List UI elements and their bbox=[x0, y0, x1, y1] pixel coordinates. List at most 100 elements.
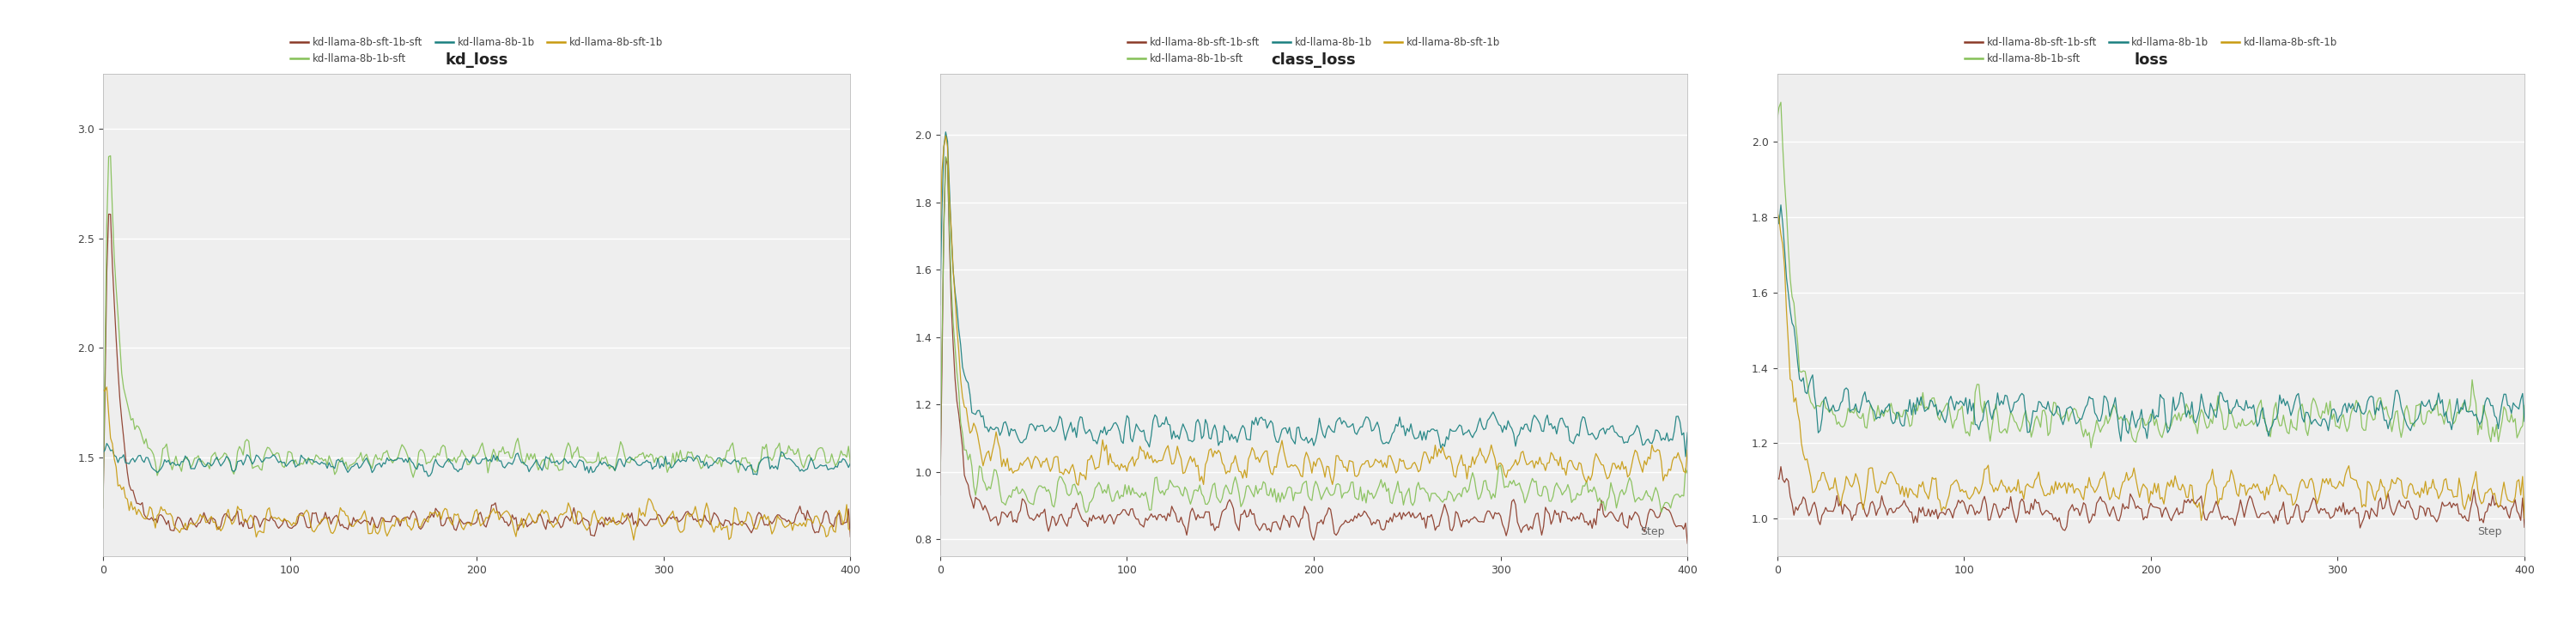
kd-llama-8b-1b bbox=[1301, 428, 1332, 435]
kd-llama-8b-sft-1b bbox=[358, 520, 389, 528]
kd-llama-8b-sft-1b bbox=[2187, 517, 2218, 524]
kd-llama-8b-sft-1b-sft bbox=[358, 518, 389, 525]
kd-llama-8b-sft-1b-sft bbox=[1404, 512, 1435, 519]
kd-llama-8b-1b-sft bbox=[2241, 405, 2272, 413]
kd-llama-8b-sft-1b bbox=[466, 522, 497, 530]
kd-llama-8b-1b-sft bbox=[466, 443, 497, 451]
kd-llama-8b-1b-sft bbox=[1765, 98, 1795, 106]
kd-llama-8b-sft-1b bbox=[1860, 477, 1891, 485]
Text: Step: Step bbox=[2478, 526, 2501, 537]
kd-llama-8b-sft-1b bbox=[835, 527, 866, 535]
Line: kd-llama-8b-1b-sft: kd-llama-8b-1b-sft bbox=[1777, 102, 2524, 448]
kd-llama-8b-1b-sft bbox=[2313, 411, 2344, 418]
Legend: kd-llama-8b-sft-1b-sft, kd-llama-8b-1b-sft, kd-llama-8b-1b, kd-llama-8b-sft-1b: kd-llama-8b-sft-1b-sft, kd-llama-8b-1b-s… bbox=[1128, 37, 1499, 64]
kd-llama-8b-1b-sft bbox=[2174, 415, 2205, 422]
kd-llama-8b-sft-1b-sft bbox=[2050, 527, 2081, 534]
kd-llama-8b-1b bbox=[2313, 427, 2344, 434]
kd-llama-8b-sft-1b-sft bbox=[1765, 463, 1795, 470]
kd-llama-8b-1b-sft bbox=[1404, 486, 1435, 493]
Line: kd-llama-8b-sft-1b: kd-llama-8b-sft-1b bbox=[940, 136, 1687, 485]
kd-llama-8b-1b-sft bbox=[2141, 415, 2172, 423]
kd-llama-8b-sft-1b bbox=[618, 536, 649, 544]
kd-llama-8b-sft-1b-sft bbox=[1023, 514, 1054, 521]
kd-llama-8b-1b-sft bbox=[88, 505, 118, 512]
Title: kd_loss: kd_loss bbox=[446, 53, 507, 68]
kd-llama-8b-1b-sft bbox=[835, 460, 866, 468]
Line: kd-llama-8b-sft-1b: kd-llama-8b-sft-1b bbox=[1777, 211, 2524, 520]
kd-llama-8b-1b bbox=[2105, 438, 2136, 445]
kd-llama-8b-sft-1b-sft bbox=[466, 509, 497, 516]
kd-llama-8b-1b bbox=[412, 473, 443, 480]
kd-llama-8b-sft-1b-sft bbox=[93, 210, 124, 218]
kd-llama-8b-sft-1b-sft bbox=[2174, 499, 2205, 507]
kd-llama-8b-1b bbox=[2241, 423, 2272, 430]
kd-llama-8b-sft-1b-sft bbox=[1473, 507, 1504, 515]
kd-llama-8b-1b bbox=[2141, 412, 2172, 419]
kd-llama-8b-sft-1b-sft bbox=[636, 516, 667, 523]
kd-llama-8b-sft-1b bbox=[1476, 441, 1507, 449]
kd-llama-8b-1b-sft bbox=[2076, 444, 2107, 452]
kd-llama-8b-1b-sft bbox=[1860, 413, 1891, 421]
kd-llama-8b-1b bbox=[90, 439, 121, 447]
kd-llama-8b-sft-1b-sft bbox=[2032, 507, 2063, 515]
Text: Step: Step bbox=[1641, 526, 1664, 537]
kd-llama-8b-1b-sft bbox=[1023, 482, 1054, 489]
kd-llama-8b-sft-1b-sft bbox=[925, 491, 956, 499]
kd-llama-8b-1b bbox=[1337, 422, 1368, 430]
kd-llama-8b-sft-1b bbox=[1404, 466, 1435, 473]
kd-llama-8b-1b-sft bbox=[2032, 432, 2063, 439]
kd-llama-8b-1b bbox=[185, 460, 216, 468]
Line: kd-llama-8b-sft-1b-sft: kd-llama-8b-sft-1b-sft bbox=[103, 214, 850, 537]
kd-llama-8b-1b bbox=[466, 455, 497, 463]
kd-llama-8b-sft-1b bbox=[2509, 515, 2540, 522]
Line: kd-llama-8b-sft-1b-sft: kd-llama-8b-sft-1b-sft bbox=[940, 158, 1687, 543]
kd-llama-8b-1b bbox=[2174, 410, 2205, 418]
kd-llama-8b-1b bbox=[2032, 398, 2063, 405]
kd-llama-8b-1b bbox=[639, 463, 670, 470]
kd-llama-8b-1b bbox=[1195, 435, 1226, 442]
kd-llama-8b-sft-1b-sft bbox=[2241, 514, 2272, 521]
kd-llama-8b-1b-sft bbox=[500, 447, 531, 455]
kd-llama-8b-1b-sft bbox=[1072, 509, 1103, 516]
kd-llama-8b-sft-1b bbox=[2311, 475, 2342, 482]
Line: kd-llama-8b-1b: kd-llama-8b-1b bbox=[103, 443, 850, 476]
kd-llama-8b-sft-1b bbox=[1023, 457, 1054, 465]
kd-llama-8b-sft-1b-sft bbox=[185, 514, 216, 522]
kd-llama-8b-sft-1b-sft bbox=[2141, 504, 2172, 511]
kd-llama-8b-1b bbox=[1023, 423, 1054, 430]
kd-llama-8b-1b bbox=[1860, 415, 1891, 423]
kd-llama-8b-sft-1b bbox=[2030, 492, 2061, 499]
kd-llama-8b-1b-sft bbox=[925, 465, 956, 473]
kd-llama-8b-1b-sft bbox=[1337, 478, 1368, 486]
kd-llama-8b-1b-sft bbox=[95, 152, 126, 159]
kd-llama-8b-1b-sft bbox=[930, 153, 961, 161]
kd-llama-8b-1b-sft bbox=[185, 457, 216, 465]
kd-llama-8b-sft-1b bbox=[2241, 484, 2272, 491]
kd-llama-8b-1b-sft bbox=[1303, 488, 1334, 496]
kd-llama-8b-1b-sft bbox=[1198, 481, 1229, 489]
kd-llama-8b-sft-1b bbox=[2138, 491, 2169, 498]
kd-llama-8b-sft-1b-sft bbox=[2313, 509, 2344, 517]
Line: kd-llama-8b-1b: kd-llama-8b-1b bbox=[1777, 205, 2524, 441]
kd-llama-8b-1b bbox=[88, 449, 118, 456]
kd-llama-8b-1b bbox=[1672, 429, 1703, 436]
kd-llama-8b-1b bbox=[1669, 453, 1700, 460]
kd-llama-8b-1b bbox=[1473, 415, 1504, 422]
kd-llama-8b-1b-sft bbox=[567, 453, 598, 460]
Line: kd-llama-8b-sft-1b-sft: kd-llama-8b-sft-1b-sft bbox=[1777, 467, 2524, 530]
kd-llama-8b-sft-1b-sft bbox=[930, 154, 961, 161]
kd-llama-8b-sft-1b-sft bbox=[500, 515, 531, 523]
kd-llama-8b-sft-1b bbox=[1303, 454, 1334, 462]
kd-llama-8b-1b bbox=[1762, 206, 1793, 213]
kd-llama-8b-1b bbox=[1404, 434, 1435, 441]
kd-llama-8b-sft-1b bbox=[1198, 453, 1229, 460]
kd-llama-8b-sft-1b bbox=[2172, 493, 2202, 501]
kd-llama-8b-sft-1b-sft bbox=[1762, 474, 1793, 481]
kd-llama-8b-sft-1b-sft bbox=[1337, 515, 1368, 523]
kd-llama-8b-1b bbox=[835, 460, 866, 467]
Line: kd-llama-8b-1b-sft: kd-llama-8b-1b-sft bbox=[940, 157, 1687, 512]
kd-llama-8b-sft-1b bbox=[639, 506, 670, 514]
kd-llama-8b-1b bbox=[2509, 418, 2540, 425]
kd-llama-8b-1b-sft bbox=[358, 455, 389, 463]
Line: kd-llama-8b-1b: kd-llama-8b-1b bbox=[940, 132, 1687, 457]
